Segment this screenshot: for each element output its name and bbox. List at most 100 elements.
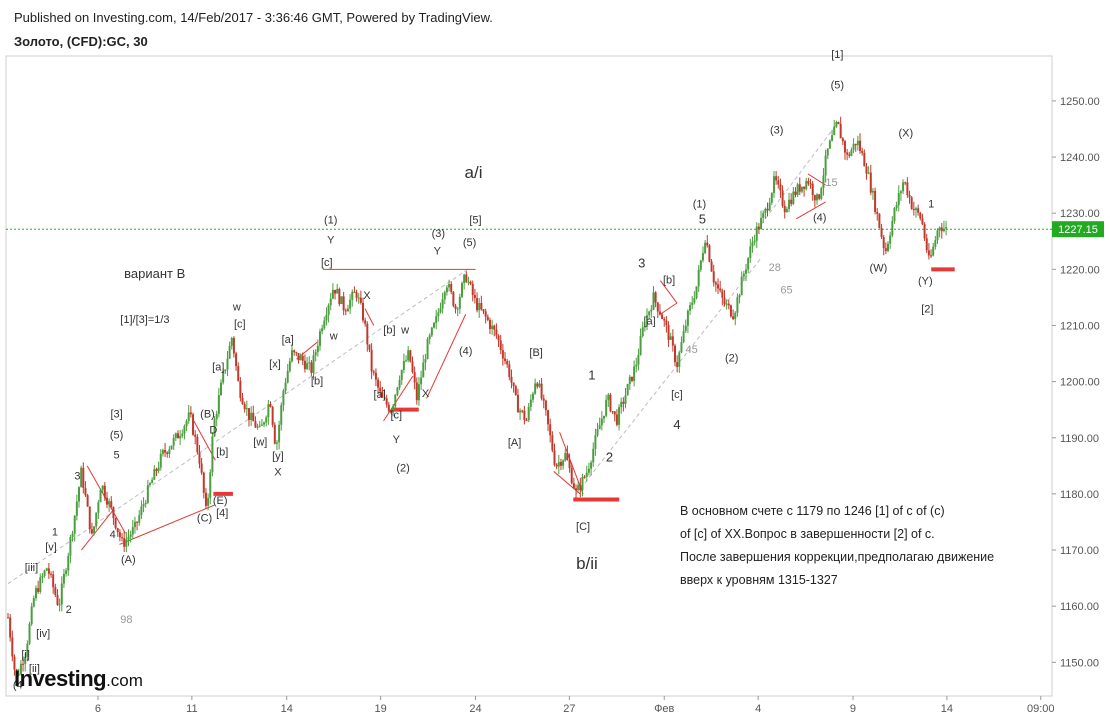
candle-body <box>800 186 803 192</box>
candle-body <box>166 452 169 454</box>
candle-body <box>626 384 629 396</box>
candle-body <box>200 463 203 473</box>
candle-body <box>428 335 431 340</box>
candle-body <box>144 502 147 505</box>
wave-label: (E) <box>213 495 228 507</box>
candle-body <box>798 184 801 192</box>
candle-body <box>273 424 276 444</box>
candle-body <box>187 412 190 421</box>
x-tick-label: 09:00 <box>1027 703 1055 715</box>
candle-body <box>458 296 461 309</box>
candle-body <box>101 485 104 490</box>
y-tick-label: 1250.00 <box>1060 96 1100 108</box>
candle-body <box>764 208 767 214</box>
candle-body <box>198 452 201 464</box>
candle-body <box>609 394 612 412</box>
candle-body <box>271 406 274 425</box>
candle-body <box>856 140 859 146</box>
candle-body <box>899 191 902 194</box>
candle-body <box>854 143 857 146</box>
candle-body <box>596 429 599 436</box>
candle-body <box>127 536 130 540</box>
candle-body <box>22 663 25 665</box>
wave-label: [5] <box>469 214 481 226</box>
candle-body <box>835 122 838 127</box>
candle-body <box>392 406 395 413</box>
wave-label: (4) <box>459 346 472 358</box>
candle-body <box>940 227 943 232</box>
wave-label: (Y) <box>918 275 933 287</box>
wave-label: [v] <box>45 542 57 554</box>
candle-body <box>658 311 661 315</box>
candle-body <box>887 243 890 251</box>
candle-body <box>445 287 448 293</box>
candle-body <box>181 433 184 436</box>
candle-body <box>859 140 862 151</box>
candle-body <box>874 190 877 212</box>
candle-body <box>536 383 539 387</box>
candle-body <box>587 468 590 473</box>
candle-body <box>538 383 541 387</box>
candle-body <box>652 292 655 310</box>
candle-body <box>553 450 556 465</box>
candle-body <box>708 245 711 262</box>
x-tick-label: 19 <box>374 703 386 715</box>
wave-label: (5) <box>110 429 123 441</box>
candle-body <box>504 358 507 361</box>
candle-body <box>379 387 382 392</box>
candle-body <box>882 236 885 249</box>
candle-body <box>284 382 287 391</box>
candle-body <box>878 213 881 228</box>
candle-body <box>9 617 12 638</box>
candle-body <box>665 320 668 326</box>
candle-body <box>527 406 530 421</box>
wave-label: (A) <box>121 554 136 566</box>
candle-body <box>783 205 786 213</box>
candle-body <box>149 483 152 486</box>
candle-body <box>889 235 892 244</box>
candle-body <box>680 342 683 353</box>
candle-body <box>525 420 528 422</box>
wave-label: (X) <box>898 127 913 139</box>
plot-frame <box>5 55 1053 697</box>
candle-body <box>26 643 29 657</box>
wave-label: (5) <box>831 80 844 92</box>
candle-body <box>329 298 332 306</box>
candle-body <box>506 360 509 365</box>
candle-body <box>884 248 887 251</box>
candle-body <box>415 382 418 401</box>
candle-body <box>441 299 444 309</box>
candle-body <box>828 140 831 149</box>
candle-body <box>727 303 730 306</box>
candle-body <box>914 208 917 211</box>
candle-body <box>86 495 89 507</box>
candle-body <box>876 211 879 214</box>
candle-body <box>84 487 87 496</box>
candle-body <box>923 224 926 239</box>
candle-body <box>865 166 868 174</box>
candle-body <box>813 195 816 201</box>
candle-body <box>822 175 825 189</box>
candle-body <box>62 573 65 584</box>
candle-body <box>24 656 27 664</box>
candle-body <box>841 138 844 142</box>
candle-body <box>241 397 244 405</box>
last-price-label: 1227.15 <box>1058 224 1098 236</box>
candle-body <box>275 442 278 444</box>
wave-annotation-line <box>660 302 678 315</box>
candle-body <box>723 297 726 305</box>
candle-body <box>239 380 242 398</box>
candle-body <box>413 372 416 383</box>
candle-body <box>643 326 646 328</box>
candle-body <box>15 669 18 675</box>
candle-body <box>824 155 827 176</box>
candle-body <box>67 555 70 571</box>
trend-channel-line <box>760 123 838 225</box>
candle-body <box>338 288 341 304</box>
candle-body <box>557 462 560 467</box>
candle-body <box>641 327 644 337</box>
candle-body <box>224 369 227 372</box>
x-tick-label: 14 <box>941 703 953 715</box>
candle-body <box>398 380 401 388</box>
